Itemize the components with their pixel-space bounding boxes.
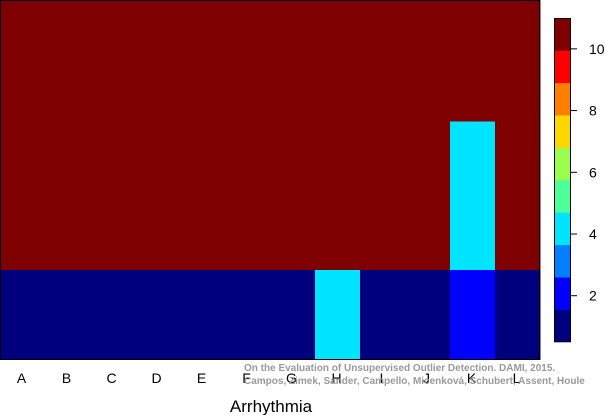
cell-I-lower — [360, 270, 406, 360]
x-tick-H: H — [331, 370, 341, 386]
cell-E-lower — [180, 270, 226, 360]
colorbar-segment-2 — [554, 277, 571, 310]
x-tick-L: L — [513, 370, 521, 386]
cell-B-lower — [45, 270, 91, 360]
plot-frame — [0, 0, 540, 360]
x-tick-F: F — [242, 370, 251, 386]
x-axis-label: Arrhythmia — [230, 397, 313, 415]
colorbar-segment-3 — [554, 244, 571, 278]
cell-J-lower — [405, 270, 451, 360]
credit-line-2: Campos, Zimek, Sander, Campello, Micenko… — [244, 376, 585, 387]
credit-watermark: On the Evaluation of Unsupervised Outlie… — [244, 363, 585, 387]
x-tick-D: D — [151, 370, 161, 386]
cell-H-upper — [315, 0, 361, 270]
cell-F-lower — [225, 270, 271, 360]
cell-L-lower — [495, 270, 541, 360]
cell-K-upper-split — [450, 121, 495, 270]
cell-K-lower — [450, 270, 496, 360]
colorbar-segment-6 — [554, 147, 571, 181]
colorbar-segment-1 — [554, 309, 571, 343]
x-tick-J: J — [423, 370, 430, 386]
colorbar-ticks: 2 4 6 8 10 — [571, 41, 605, 304]
cell-A-upper — [0, 0, 46, 270]
cell-I-upper — [360, 0, 406, 270]
cell-H-lower — [315, 270, 361, 360]
cell-A-lower — [0, 270, 46, 360]
cell-E-upper — [180, 0, 226, 270]
colorbar-segment-9 — [554, 50, 571, 84]
cell-C-lower — [90, 270, 136, 360]
cell-B-upper — [45, 0, 91, 270]
colorbar-tick-label-2: 2 — [589, 288, 597, 304]
x-tick-K: K — [467, 370, 477, 386]
x-tick-labels: A B C D E F G H I J K L — [17, 370, 521, 386]
x-tick-E: E — [197, 370, 206, 386]
x-tick-B: B — [62, 370, 71, 386]
x-tick-I: I — [380, 370, 384, 386]
cell-C-upper — [90, 0, 136, 270]
cell-L-upper — [495, 0, 541, 270]
cell-F-upper — [225, 0, 271, 270]
heatmap-cells — [0, 0, 541, 360]
colorbar-segment-7 — [554, 115, 571, 148]
cell-G-upper — [270, 0, 316, 270]
colorbar-tick-label-10: 10 — [589, 41, 605, 57]
colorbar — [554, 18, 571, 343]
colorbar-segment-4 — [554, 212, 571, 246]
colorbar-tick-label-8: 8 — [589, 103, 597, 119]
colorbar-tick-label-4: 4 — [589, 226, 597, 242]
cell-G-lower — [270, 270, 316, 360]
credit-line-1: On the Evaluation of Unsupervised Outlie… — [244, 363, 555, 374]
colorbar-frame — [554, 18, 571, 342]
x-tick-G: G — [286, 370, 297, 386]
x-tick-A: A — [17, 370, 27, 386]
x-tick-C: C — [106, 370, 116, 386]
colorbar-segment-10 — [554, 18, 571, 51]
colorbar-tick-label-6: 6 — [589, 164, 597, 180]
cell-D-lower — [135, 270, 181, 360]
cell-J-upper — [405, 0, 451, 270]
colorbar-segment-8 — [554, 82, 571, 116]
cell-D-upper — [135, 0, 181, 270]
colorbar-segment-5 — [554, 180, 571, 213]
